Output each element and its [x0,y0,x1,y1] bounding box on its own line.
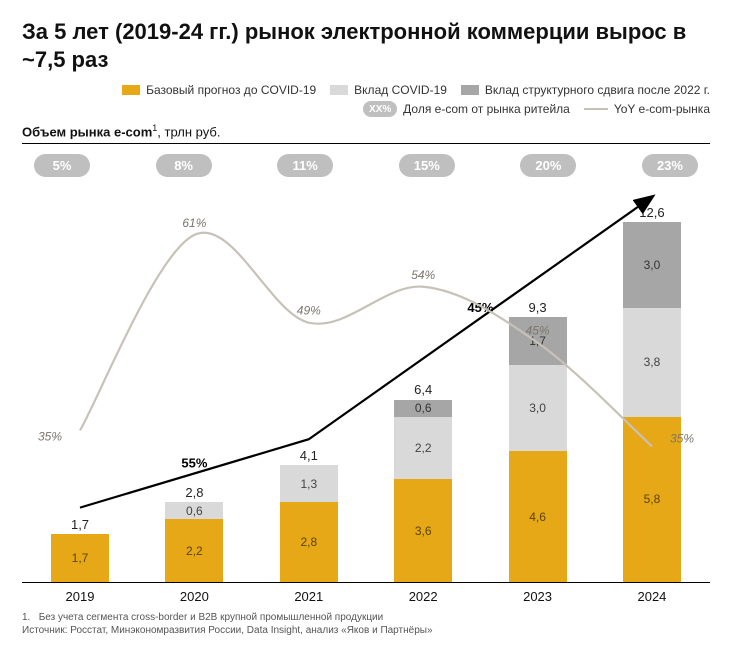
bar-column: 3,62,20,6 6,4 [377,183,469,582]
x-tick-label: 2023 [492,589,584,604]
legend-base-label: Базовый прогноз до COVID-19 [146,83,316,97]
bar-total-label: 12,6 [639,205,664,220]
share-pill: 11% [277,154,333,177]
bar-stack: 1,7 [51,534,109,583]
bar-total-label: 2,8 [185,485,203,500]
bar-segment-covid: 0,6 [165,502,223,519]
legend-yoy: YoY e-com-рынка [584,101,710,117]
bar-total-label: 6,4 [414,382,432,397]
bar-segment-base: 4,6 [509,451,567,582]
legend: Базовый прогноз до COVID-19 Вклад COVID-… [22,83,710,117]
bar-segment-struct: 0,6 [394,400,452,417]
legend-struct: Вклад структурного сдвига после 2022 г. [461,83,710,97]
x-tick-label: 2022 [377,589,469,604]
bar-stack: 4,63,01,7 [509,317,567,583]
subtitle-unit: , трлн руб. [157,124,220,139]
swatch-line [584,108,608,110]
bar-segment-struct: 3,0 [623,222,681,308]
bar-stack: 5,83,83,0 [623,222,681,582]
share-pill: 23% [642,154,698,177]
x-tick-label: 2019 [34,589,126,604]
swatch-struct [461,85,479,95]
bar-column: 5,83,83,0 12,6 [606,183,698,582]
bar-segment-base: 3,6 [394,479,452,582]
share-pill: 5% [34,154,90,177]
legend-struct-label: Вклад структурного сдвига после 2022 г. [485,83,710,97]
plot-area: 1,71,72,20,62,82,81,34,13,62,20,66,44,63… [22,183,710,583]
bar-total-label: 9,3 [529,300,547,315]
share-pill: 15% [399,154,455,177]
page-title: За 5 лет (2019-24 гг.) рынок электронной… [22,18,710,73]
bar-stack: 2,20,6 [165,502,223,582]
legend-share: XX% Доля e-com от рынка ритейла [363,101,570,117]
divider [22,143,710,144]
bar-stack: 3,62,20,6 [394,400,452,583]
chart: 5%8%11%15%20%23% 1,71,72,20,62,82,81,34,… [22,154,710,606]
legend-base: Базовый прогноз до COVID-19 [122,83,316,97]
source-line: Источник: Росстат, Минэкономразвития Рос… [22,625,710,636]
bar-column: 1,71,7 [34,183,126,582]
bar-column: 2,81,3 4,1 [263,183,355,582]
bar-segment-base: 5,8 [623,417,681,583]
bar-segment-struct: 1,7 [509,317,567,366]
bar-segment-covid: 3,0 [509,365,567,451]
bar-column: 2,20,6 2,8 [148,183,240,582]
bar-segment-base: 2,2 [165,519,223,582]
x-axis: 2019 2020 2021 2022 2023 2024 [22,583,710,604]
bar-total-label: 1,7 [71,517,89,532]
bar-stack: 2,81,3 [280,465,338,582]
bar-segment-covid: 3,8 [623,308,681,417]
x-tick-label: 2024 [606,589,698,604]
footnote: 1. Без учета сегмента cross-border и В2В… [22,612,710,623]
share-pill: 20% [520,154,576,177]
subtitle-main: Объем рынка e-com [22,124,152,139]
bar-segment-base: 2,8 [280,502,338,582]
share-pills-row: 5% 8% 11% 15% 20% 23% [22,154,710,177]
legend-share-label: Доля e-com от рынка ритейла [403,102,570,116]
swatch-base [122,85,140,95]
footnote-index: 1. [22,612,30,623]
footnote-text: Без учета сегмента cross-border и В2В кр… [39,612,384,623]
legend-yoy-label: YoY e-com-рынка [614,102,710,116]
bar-segment-base: 1,7 [51,534,109,583]
swatch-pill: XX% [363,101,397,117]
share-pill: 8% [156,154,212,177]
x-tick-label: 2021 [263,589,355,604]
y-axis-title: Объем рынка e-com1, трлн руб. [22,123,710,139]
bar-total-label: 4,1 [300,448,318,463]
x-tick-label: 2020 [148,589,240,604]
swatch-covid [330,85,348,95]
bar-column: 4,63,01,7 9,3 [492,183,584,582]
bar-segment-covid: 2,2 [394,417,452,480]
legend-covid: Вклад COVID-19 [330,83,447,97]
bar-columns: 1,71,72,20,62,82,81,34,13,62,20,66,44,63… [22,183,710,582]
bar-segment-covid: 1,3 [280,465,338,502]
legend-covid-label: Вклад COVID-19 [354,83,447,97]
